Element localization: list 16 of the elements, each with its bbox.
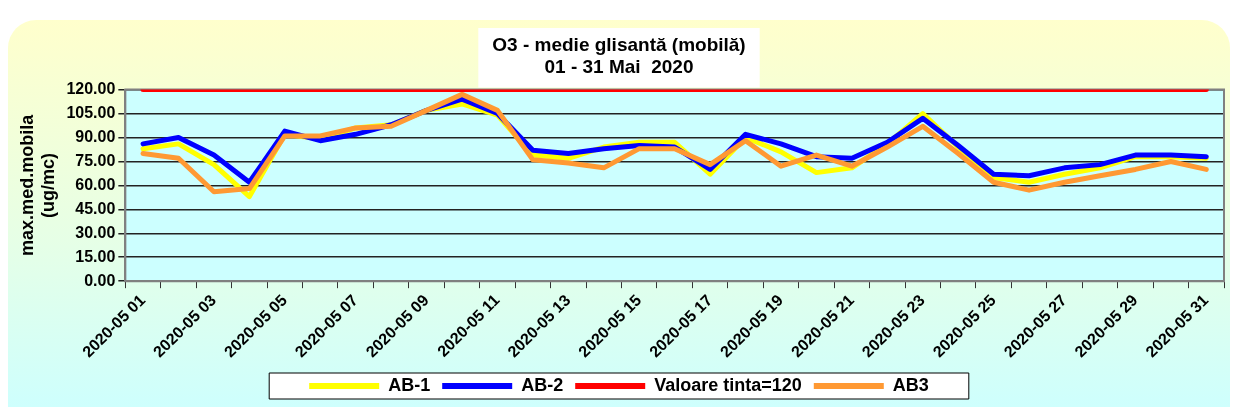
legend-label: AB-2 (521, 374, 564, 395)
y-tick-label: 0.00 (84, 271, 116, 289)
y-tick-label: 60.00 (75, 175, 116, 193)
y-tick-label: 75.00 (75, 151, 116, 169)
y-tick-label: 45.00 (75, 199, 116, 217)
y-axis-title: max.med.mobila (ug/mc) (17, 113, 59, 256)
y-tick-label: 30.00 (75, 223, 116, 241)
y-tick-label: 120.00 (66, 80, 116, 98)
y-tick-label: 105.00 (66, 103, 116, 121)
y-tick-label: 15.00 (75, 247, 116, 265)
legend-label: Valoare tinta=120 (654, 374, 802, 395)
y-tick-label: 90.00 (75, 127, 116, 145)
chart-subtitle: 01 - 31 Mai 2020 (544, 56, 694, 78)
chart-title: O3 - medie glisantă (mobilă) (492, 33, 746, 55)
legend-label: AB-1 (388, 374, 431, 395)
legend-label: AB3 (892, 374, 929, 395)
